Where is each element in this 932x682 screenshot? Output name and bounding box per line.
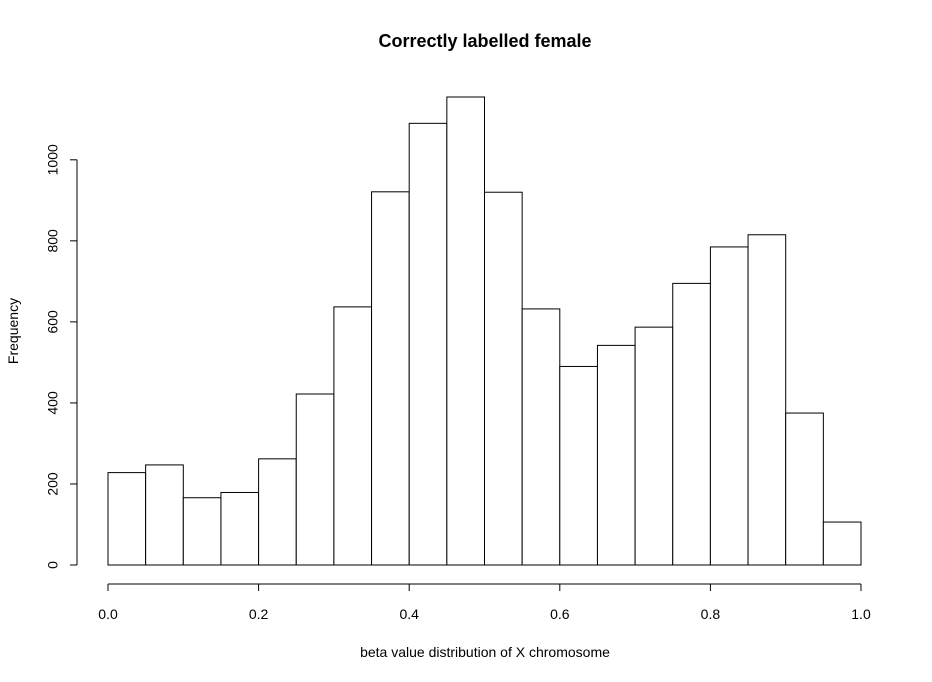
histogram-bar — [747, 234, 787, 566]
histogram-bar — [484, 191, 523, 566]
histogram-bar — [182, 497, 222, 566]
x-tick-label: 0.0 — [98, 606, 118, 622]
y-tick-label: 0 — [45, 561, 61, 569]
x-tick-label: 0.6 — [550, 606, 570, 622]
histogram-bar — [145, 464, 184, 566]
histogram-bar — [107, 472, 147, 566]
x-axis: 0.0 0.2 0.4 0.6 0.8 1.0 — [98, 583, 871, 622]
x-tick-label: 0.2 — [249, 606, 269, 622]
x-tick-label: 0.8 — [701, 606, 721, 622]
y-tick-label: 600 — [45, 310, 61, 334]
histogram-bar — [258, 458, 297, 566]
y-tick-label: 200 — [45, 472, 61, 496]
histogram-bar — [709, 246, 749, 566]
histogram-bar — [672, 282, 711, 566]
y-tick-label: 400 — [45, 391, 61, 415]
histogram-bar — [634, 326, 674, 566]
x-axis-label: beta value distribution of X chromosome — [360, 644, 610, 660]
histogram-bar — [596, 344, 636, 566]
x-tick-label: 0.4 — [399, 606, 419, 622]
histogram-bar — [822, 521, 862, 566]
histogram-bar — [371, 191, 410, 566]
histogram-bar — [521, 308, 561, 566]
histogram-bar — [446, 96, 486, 566]
histogram-bar — [333, 306, 373, 566]
histogram-bar — [295, 393, 335, 566]
bars-group — [107, 96, 862, 566]
y-axis: 0 200 400 600 800 1000 — [45, 144, 78, 569]
x-tick-label: 1.0 — [851, 606, 871, 622]
chart-title: Correctly labelled female — [378, 31, 591, 51]
y-tick-label: 800 — [45, 229, 61, 253]
histogram-bar — [559, 365, 598, 566]
histogram-bar — [785, 412, 824, 566]
y-tick-label: 1000 — [45, 144, 61, 175]
y-axis-label: Frequency — [5, 298, 21, 364]
histogram-bar — [408, 122, 448, 566]
histogram-bar — [220, 491, 260, 566]
